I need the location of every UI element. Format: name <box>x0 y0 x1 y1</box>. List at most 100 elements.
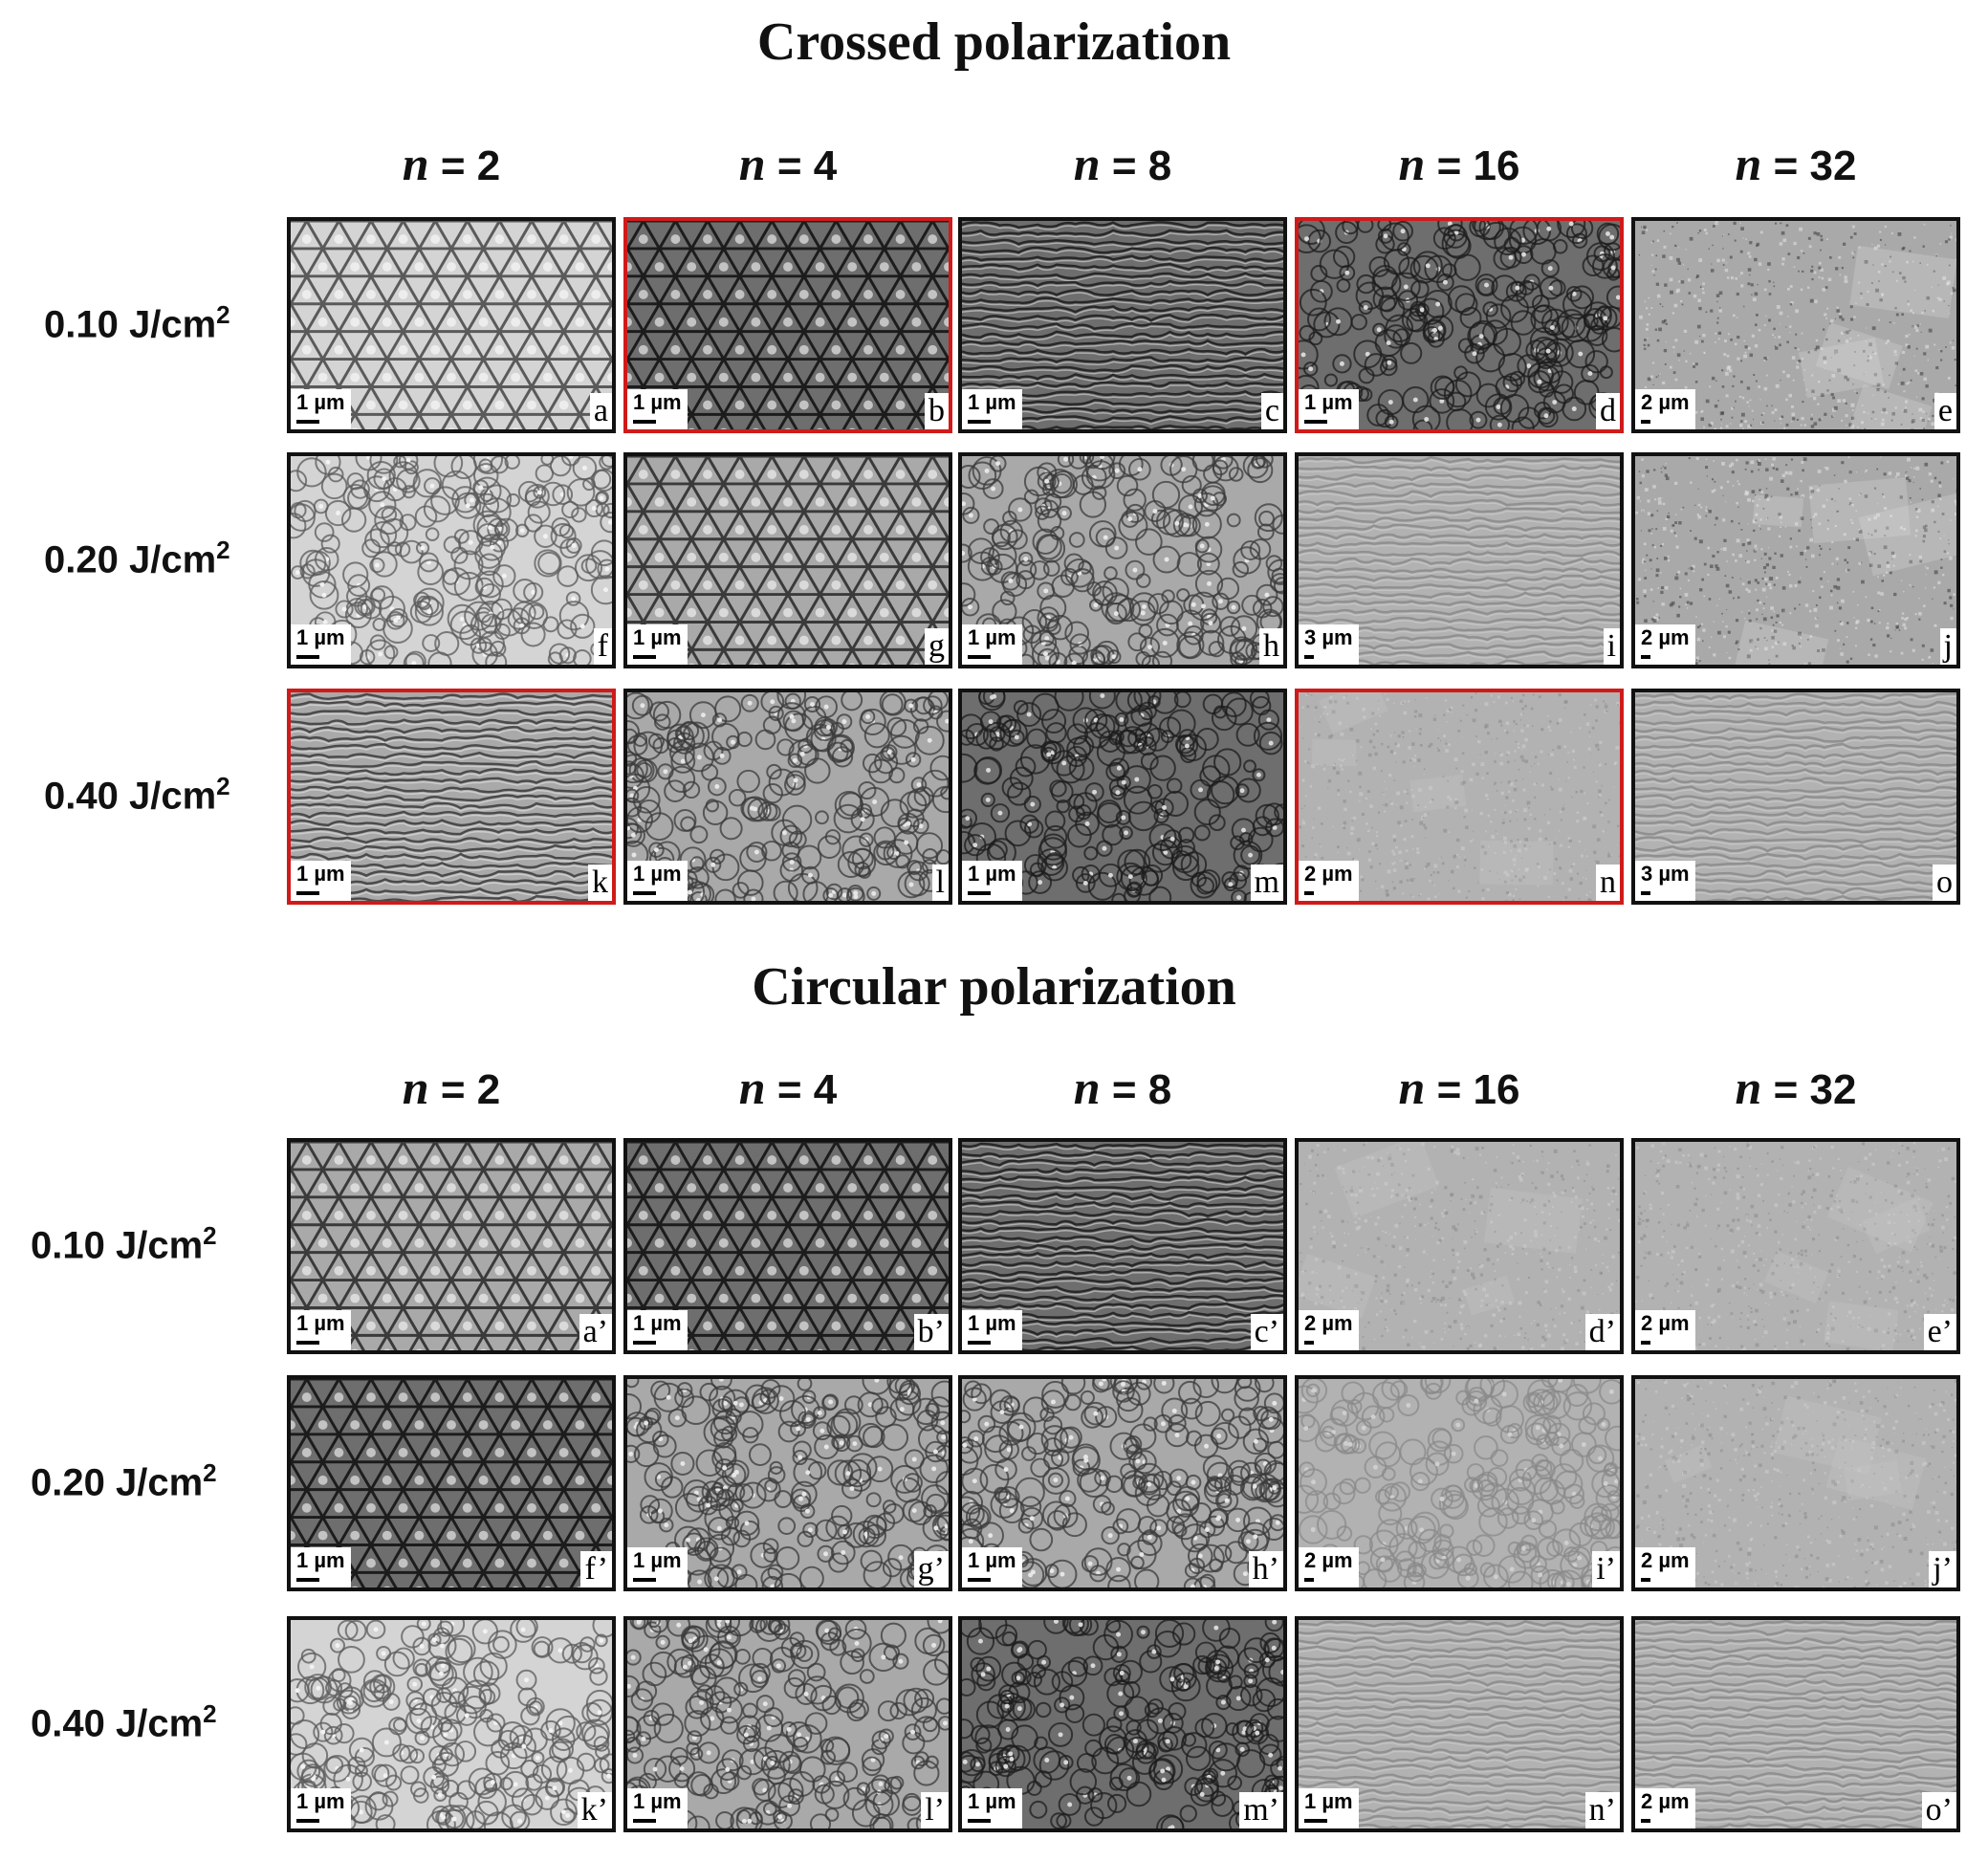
panel-letter: k’ <box>577 1792 612 1828</box>
micrograph-image <box>627 456 949 665</box>
scale-bar-label: 1 µm <box>633 390 682 414</box>
panel-letter: l <box>931 865 949 901</box>
sem-panel: 1 µm h’ <box>958 1375 1287 1591</box>
micrograph-image <box>627 1142 949 1350</box>
panel-letter: g’ <box>913 1551 949 1587</box>
sem-panel: 2 µm e <box>1631 217 1960 433</box>
scale-bar-line <box>1641 1578 1650 1582</box>
scale-bar-label: 2 µm <box>1641 1311 1690 1335</box>
column-header: n = 2 <box>287 136 616 191</box>
scale-bar: 1 µm <box>291 1788 351 1828</box>
scale-bar-label: 2 µm <box>1304 862 1353 886</box>
panel-letter: f <box>593 628 612 665</box>
scale-bar: 1 µm <box>627 1788 688 1828</box>
scale-bar-label: 3 µm <box>1641 862 1690 886</box>
sem-panel: 1 µm c <box>958 217 1287 433</box>
pulse-count-symbol: n <box>1398 137 1426 190</box>
micrograph-image <box>1299 1620 1620 1828</box>
scale-bar-label: 1 µm <box>968 390 1016 414</box>
column-header: n = 2 <box>287 1060 616 1115</box>
sem-panel: 2 µm o’ <box>1631 1616 1960 1832</box>
fluence-row-label: 0.20 J/cm2 <box>31 1458 217 1504</box>
scale-bar: 1 µm <box>627 389 688 429</box>
scale-bar: 1 µm <box>627 1547 688 1587</box>
sem-panel: 1 µm l <box>623 689 952 905</box>
scale-bar: 1 µm <box>1299 1788 1359 1828</box>
scale-bar: 3 µm <box>1299 624 1359 665</box>
panel-letter: g <box>925 628 949 665</box>
panel-letter: f’ <box>580 1551 612 1587</box>
scale-bar: 1 µm <box>962 389 1022 429</box>
pulse-count-symbol: n <box>402 137 429 190</box>
scale-bar-label: 2 µm <box>1641 1548 1690 1572</box>
unit-exponent: 2 <box>203 1458 217 1487</box>
fluence-value: 0.10 J/cm <box>44 303 217 346</box>
pulse-count-value: = 2 <box>428 1066 501 1113</box>
unit-exponent: 2 <box>203 1699 217 1728</box>
scale-bar-label: 1 µm <box>633 1789 682 1813</box>
scale-bar-label: 1 µm <box>968 1789 1016 1813</box>
scale-bar-line <box>1641 420 1650 424</box>
scale-bar-label: 1 µm <box>296 1789 345 1813</box>
scale-bar-line <box>968 420 991 424</box>
scale-bar-line <box>1641 1819 1650 1823</box>
scale-bar: 2 µm <box>1635 389 1695 429</box>
panel-letter: b’ <box>913 1314 949 1350</box>
micrograph-image <box>627 221 949 429</box>
fluence-value: 0.10 J/cm <box>31 1224 204 1267</box>
panel-letter: h <box>1259 628 1283 665</box>
sem-panel: 1 µm a’ <box>287 1138 616 1354</box>
sem-panel: 2 µm i’ <box>1295 1375 1624 1591</box>
column-header: n = 16 <box>1295 1060 1624 1115</box>
panel-letter: m <box>1250 865 1283 901</box>
scale-bar-line <box>1641 1341 1650 1345</box>
sem-panel: 1 µm b <box>623 217 952 433</box>
panel-letter: e <box>1933 393 1956 429</box>
panel-letter: h’ <box>1248 1551 1283 1587</box>
sem-panel: 1 µm f <box>287 452 616 668</box>
sem-panel: 3 µm o <box>1631 689 1960 905</box>
scale-bar-line <box>1304 1578 1314 1582</box>
pulse-count-value: = 4 <box>765 1066 838 1113</box>
panel-letter: n <box>1596 865 1620 901</box>
unit-exponent: 2 <box>203 1221 217 1250</box>
scale-bar-line <box>1304 891 1314 895</box>
fluence-value: 0.20 J/cm <box>31 1461 204 1504</box>
panel-letter: a’ <box>579 1314 612 1350</box>
panel-letter: d’ <box>1584 1314 1620 1350</box>
sem-panel: 2 µm d’ <box>1295 1138 1624 1354</box>
column-header: n = 8 <box>958 1060 1287 1115</box>
unit-exponent: 2 <box>216 300 230 329</box>
sem-panel: 2 µm n <box>1295 689 1624 905</box>
pulse-count-symbol: n <box>738 137 766 190</box>
fluence-row-label: 0.20 J/cm2 <box>44 536 230 581</box>
scale-bar-line <box>296 891 319 895</box>
scale-bar-line <box>968 1578 991 1582</box>
sem-panel: 1 µm k’ <box>287 1616 616 1832</box>
fluence-row-label: 0.40 J/cm2 <box>31 1699 217 1745</box>
sem-panel: 2 µm e’ <box>1631 1138 1960 1354</box>
pulse-count-value: = 32 <box>1761 1066 1857 1113</box>
scale-bar: 1 µm <box>962 1788 1022 1828</box>
unit-exponent: 2 <box>216 536 230 564</box>
pulse-count-value: = 32 <box>1761 142 1857 189</box>
scale-bar-line <box>633 891 656 895</box>
column-header: n = 4 <box>623 136 952 191</box>
sem-panel: 1 µm a <box>287 217 616 433</box>
scale-bar-label: 1 µm <box>968 862 1016 886</box>
scale-bar-label: 2 µm <box>1641 390 1690 414</box>
scale-bar-label: 2 µm <box>1304 1548 1353 1572</box>
micrograph-image <box>962 456 1283 665</box>
sem-panel: 1 µm m’ <box>958 1616 1287 1832</box>
scale-bar-label: 1 µm <box>296 625 345 649</box>
panel-letter: b <box>925 393 949 429</box>
scale-bar: 1 µm <box>627 1310 688 1350</box>
panel-letter: o <box>1933 865 1956 901</box>
pulse-count-symbol: n <box>1735 137 1762 190</box>
panel-letter: j <box>1939 628 1956 665</box>
sem-panel: 1 µm k <box>287 689 616 905</box>
scale-bar-label: 1 µm <box>968 1548 1016 1572</box>
panel-letter: i <box>1603 628 1620 665</box>
micrograph-image <box>962 1142 1283 1350</box>
micrograph-image <box>1635 221 1956 429</box>
